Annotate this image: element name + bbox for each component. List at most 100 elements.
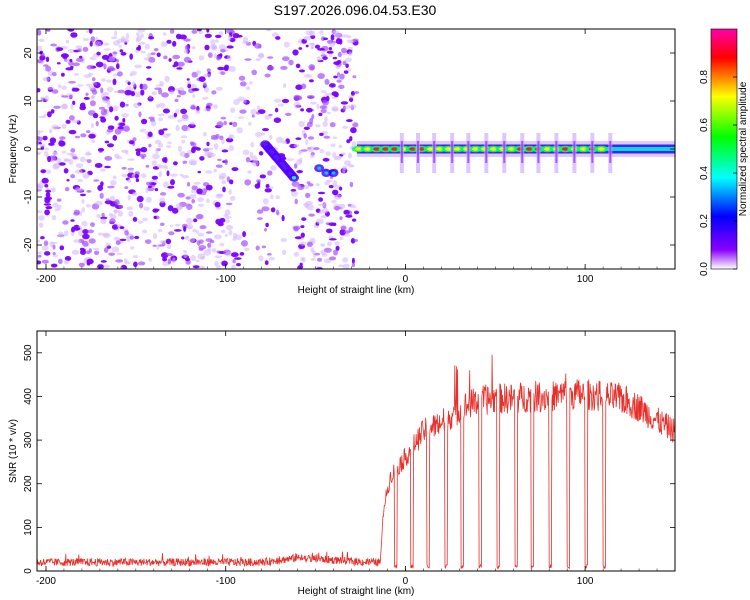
spectrogram-noise-blob	[323, 258, 332, 264]
spectrogram-noise-blob	[74, 169, 83, 174]
spectrogram-noise-blob	[43, 64, 49, 67]
spectrogram-noise-blob	[255, 245, 260, 251]
spectrogram-noise-blob	[300, 149, 308, 152]
spectrogram-pulse-peak	[489, 147, 497, 151]
spectrogram-noise-blob	[101, 212, 105, 218]
spectrogram-noise-blob	[92, 247, 100, 251]
spectrogram-noise-blob	[91, 139, 95, 143]
spectrogram-noise-blob	[333, 61, 341, 65]
spectrogram-noise-blob	[309, 30, 316, 37]
spectrogram-noise-blob	[270, 165, 277, 171]
spectrogram-noise-blob	[90, 222, 95, 227]
spectrogram-noise-blob	[191, 29, 198, 34]
spectrogram-noise-blob	[207, 247, 212, 252]
spectrogram-noise-blob	[110, 180, 117, 186]
spectrogram-noise-blob	[43, 240, 49, 246]
spectrogram-noise-blob	[301, 83, 307, 90]
spectrogram-noise-blob	[121, 166, 127, 170]
spectrogram-noise-blob	[133, 102, 141, 109]
spectrogram-noise-blob	[80, 249, 86, 255]
spectrogram-noise-blob	[213, 234, 222, 240]
spectrogram-pulse-peak	[364, 147, 372, 151]
spectrogram-noise-blob	[328, 222, 336, 226]
spectrogram-noise-blob	[317, 257, 322, 262]
spectrogram-noise-blob	[352, 218, 357, 222]
spectrogram-noise-blob	[322, 208, 329, 214]
spectrogram-noise-blob	[77, 178, 83, 183]
figure-title: S197.2026.096.04.53.E30	[274, 2, 437, 18]
spectrogram-noise-blob	[160, 192, 167, 196]
spectrogram-noise-blob	[145, 196, 152, 203]
spectrogram-noise-blob	[334, 205, 340, 211]
spectrogram-noise-blob	[166, 253, 173, 256]
spectrogram-noise-blob	[172, 54, 181, 60]
spectrogram-noise-blob	[112, 134, 118, 141]
spectrogram-noise-blob	[350, 238, 356, 244]
spectrogram-noise-blob	[109, 67, 114, 71]
spectrogram-noise-blob	[221, 149, 229, 153]
spectrogram-noise-blob	[139, 202, 144, 209]
spectrogram-noise-blob	[150, 120, 157, 127]
spectrogram-noise-blob	[325, 228, 333, 234]
spectrogram-noise-blob	[51, 89, 59, 94]
spectrogram-noise-blob	[224, 215, 232, 219]
spectrogram-noise-blob	[339, 229, 346, 236]
spectrogram-noise-blob	[44, 95, 49, 102]
spectrogram-noise-blob	[328, 256, 337, 261]
spectrogram-noise-blob	[294, 236, 302, 240]
spectrogram-ytick-label: 0	[23, 146, 34, 152]
spectrogram-noise-blob	[309, 101, 317, 105]
spectrogram-noise-blob	[145, 164, 150, 168]
spectrogram-noise-blob	[324, 92, 333, 97]
spectrogram-noise-blob	[220, 71, 226, 76]
spectrogram-noise-blob	[181, 124, 189, 132]
spectrogram-noise-blob	[148, 36, 155, 40]
spectrogram-noise-blob	[75, 45, 83, 49]
spectrogram-noise-blob	[69, 58, 73, 63]
spectrogram-noise-blob	[256, 111, 260, 115]
spectrogram-noise-blob	[217, 158, 222, 162]
spectrogram-noise-blob	[157, 113, 165, 117]
spectrogram-smear-core	[537, 141, 540, 163]
spectrogram-noise-blob	[229, 122, 233, 125]
spectrogram-noise-blob	[204, 86, 210, 93]
spectrogram-noise-blob	[119, 226, 125, 230]
spectrogram-noise-blob	[268, 113, 273, 117]
spectrogram-noise-blob	[319, 105, 327, 109]
spectrogram-noise-blob	[111, 246, 120, 253]
spectrogram-noise-blob	[183, 38, 191, 42]
spectrogram-noise-blob	[85, 92, 89, 97]
spectrogram-noise-blob	[199, 225, 207, 230]
spectrogram-noise-blob	[203, 73, 212, 78]
spectrogram-noise-blob	[319, 132, 324, 136]
spectrogram-noise-blob	[132, 137, 137, 142]
spectrogram-noise-blob	[61, 150, 67, 154]
spectrogram-noise-blob	[79, 105, 86, 111]
spectrogram-noise-blob	[332, 180, 337, 187]
spectrogram-noise-blob	[215, 164, 223, 168]
spectrogram-noise-blob	[160, 41, 168, 48]
spectrogram-noise-blob	[94, 250, 100, 256]
spectrogram-noise-blob	[254, 183, 261, 189]
spectrogram-noise-blob	[82, 233, 90, 240]
spectrogram-noise-blob	[219, 217, 226, 223]
spectrogram-noise-blob	[221, 138, 225, 144]
spectrogram-noise-blob	[306, 241, 313, 248]
spectrogram-noise-blob	[37, 239, 41, 243]
spectrogram-noise-blob	[255, 131, 263, 138]
spectrogram-noise-blob	[146, 181, 152, 186]
snr-y-axis-label: SNR (10 * v/v)	[8, 419, 19, 483]
spectrogram-noise-blob	[324, 78, 330, 85]
spectrogram-content	[37, 29, 675, 269]
spectrogram-noise-blob	[265, 184, 270, 188]
spectrogram-noise-blob	[274, 107, 279, 113]
spectrogram-noise-blob	[237, 116, 244, 119]
spectrogram-noise-blob	[242, 231, 247, 238]
spectrogram-noise-blob	[261, 206, 270, 212]
spectrogram-noise-blob	[127, 194, 131, 201]
spectrogram-noise-blob	[90, 123, 94, 128]
spectrogram-noise-blob	[44, 184, 49, 188]
spectrogram-noise-blob	[152, 153, 160, 160]
spectrogram-noise-blob	[344, 233, 351, 237]
spectrogram-noise-blob	[315, 183, 320, 187]
